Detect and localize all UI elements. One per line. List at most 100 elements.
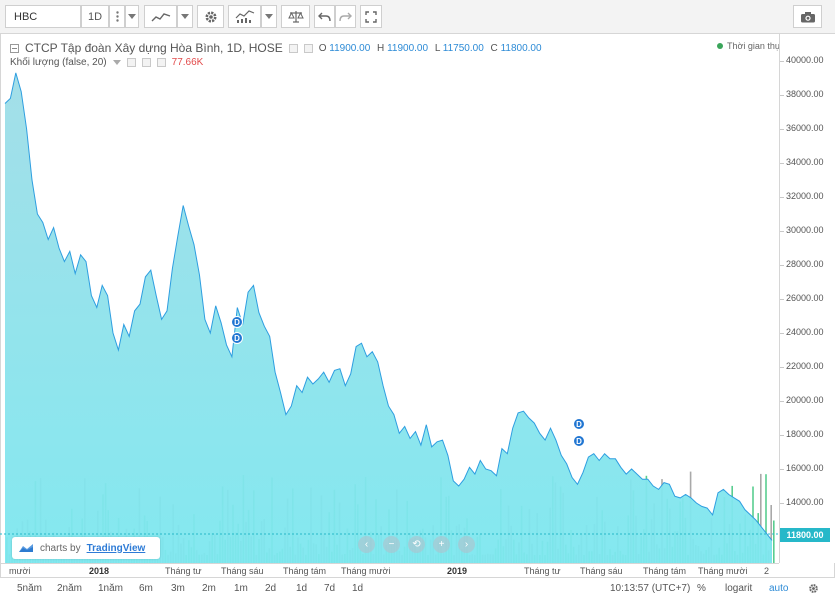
tradingview-link[interactable]: TradingView — [86, 542, 146, 554]
range-button[interactable]: 5năm — [17, 583, 43, 594]
compare-icon[interactable] — [281, 5, 310, 28]
price-axis[interactable]: 40000.00 38000.00 36000.00 34000.00 32000.00… — [779, 34, 835, 563]
range-button[interactable]: 1d — [296, 583, 308, 594]
dividend-marker[interactable]: D — [573, 435, 585, 447]
time-tick: Tháng tám — [283, 566, 327, 576]
scroll-right-icon[interactable]: › — [458, 536, 475, 553]
realtime-status: Thời gian thực — [717, 41, 785, 51]
volume-bar — [770, 505, 772, 563]
price-tick-mark — [780, 469, 784, 470]
volume-bar — [760, 473, 762, 563]
time-tick: Tháng tám — [643, 566, 687, 576]
volume-bar — [765, 474, 767, 563]
price-tick-mark — [780, 265, 784, 266]
price-tick-label: 32000.00 — [786, 191, 824, 201]
clock-display[interactable]: 10:13:57 (UTC+7) — [610, 583, 691, 594]
status-dot-icon — [717, 43, 723, 49]
chevron-down-icon[interactable] — [112, 60, 121, 65]
undo-icon[interactable] — [314, 5, 335, 28]
price-tick-mark — [780, 435, 784, 436]
dividend-marker-label: D — [576, 436, 582, 446]
price-tick-mark — [780, 129, 784, 130]
eye-icon[interactable] — [126, 58, 136, 67]
auto-toggle[interactable]: auto — [769, 583, 789, 594]
collapse-icon[interactable] — [10, 43, 19, 53]
range-button[interactable]: 1m — [234, 583, 248, 594]
price-tick-mark — [780, 95, 784, 96]
realtime-label: Thời gian thực — [727, 41, 786, 51]
last-price-label: 11800.00 — [780, 528, 830, 542]
close-icon[interactable] — [156, 58, 166, 67]
price-tick-mark — [780, 299, 784, 300]
bottom-toolbar: 5năm 2năm 1năm 6m 3m 2m 1m 2d 1d 7d 1d 1… — [0, 577, 835, 603]
settings-icon[interactable] — [197, 5, 224, 28]
dividend-marker[interactable]: D — [231, 316, 243, 328]
time-tick: Tháng sáu — [221, 566, 264, 576]
interval-dropdown-button[interactable] — [125, 5, 139, 28]
camera-icon[interactable] — [793, 5, 822, 28]
more-dots-icon[interactable] — [109, 5, 125, 28]
redo-icon[interactable] — [335, 5, 356, 28]
time-tick: Tháng mười — [698, 566, 748, 576]
indicators-icon[interactable] — [228, 5, 261, 28]
open-value: 11900.00 — [329, 42, 371, 54]
price-tick-label: 34000.00 — [786, 157, 824, 167]
price-tick-mark — [780, 231, 784, 232]
volume-bar — [773, 520, 775, 563]
scroll-left-icon[interactable]: ‹ — [358, 536, 375, 553]
dividend-marker[interactable]: D — [573, 418, 585, 430]
time-tick: Tháng tư — [524, 566, 561, 576]
badge-prefix: charts by — [40, 542, 81, 554]
chart-style-icon[interactable] — [144, 5, 177, 28]
interval-button[interactable]: 1D — [81, 5, 109, 28]
price-chart[interactable] — [0, 34, 779, 563]
time-tick: Tháng tư — [165, 566, 202, 576]
range-button[interactable]: 2m — [202, 583, 216, 594]
range-button[interactable]: 1d — [352, 583, 364, 594]
dividend-marker[interactable]: D — [231, 332, 243, 344]
price-tick-label: 40000.00 — [786, 55, 824, 65]
range-button[interactable]: 1năm — [98, 583, 124, 594]
chart-style-dropdown-button[interactable] — [177, 5, 193, 28]
top-toolbar: HBC 1D — [0, 0, 835, 34]
eye-icon[interactable] — [288, 43, 298, 53]
percent-toggle[interactable]: % — [697, 583, 706, 594]
close-value: 11800.00 — [500, 42, 542, 54]
volume-value: 77.66K — [171, 57, 204, 68]
price-tick-label: 24000.00 — [786, 327, 824, 337]
series-title: CTCP Tập đoàn Xây dựng Hòa Bình, 1D, HOS… — [25, 41, 283, 55]
symbol-text: HBC — [14, 10, 38, 23]
price-tick-label: 38000.00 — [786, 89, 824, 99]
zoom-out-icon[interactable]: − — [383, 536, 400, 553]
dividend-marker-label: D — [234, 317, 240, 327]
chevron-down-icon — [128, 14, 136, 19]
tradingview-badge[interactable]: charts by TradingView — [12, 537, 160, 559]
fullscreen-icon[interactable] — [360, 5, 382, 28]
price-tick-label: 26000.00 — [786, 293, 824, 303]
low-label: L — [434, 42, 441, 54]
range-button[interactable]: 2d — [265, 583, 277, 594]
indicators-dropdown-button[interactable] — [261, 5, 277, 28]
price-tick-mark — [780, 401, 784, 402]
log-toggle[interactable]: logarit — [725, 583, 753, 594]
price-tick-label: 30000.00 — [786, 225, 824, 235]
close-label: C — [490, 42, 498, 54]
range-button[interactable]: 6m — [139, 583, 153, 594]
settings-icon[interactable] — [808, 583, 819, 597]
range-button[interactable]: 3m — [171, 583, 185, 594]
range-button[interactable]: 2năm — [57, 583, 83, 594]
open-label: O — [318, 42, 327, 54]
price-tick-mark — [780, 367, 784, 368]
settings-icon[interactable] — [303, 43, 313, 53]
tradingview-logo-icon — [19, 544, 33, 552]
price-tick-mark — [780, 503, 784, 504]
range-button[interactable]: 7d — [324, 583, 336, 594]
time-axis[interactable]: mười 2018 Tháng tư Tháng sáu Tháng tám T… — [0, 563, 779, 577]
reset-icon[interactable]: ⟲ — [408, 536, 425, 553]
time-tick: mười — [9, 566, 31, 576]
time-tick: 2018 — [89, 566, 110, 576]
high-value: 11900.00 — [387, 42, 429, 54]
zoom-in-icon[interactable]: + — [433, 536, 450, 553]
symbol-input[interactable]: HBC — [5, 5, 81, 28]
settings-icon[interactable] — [141, 58, 151, 67]
